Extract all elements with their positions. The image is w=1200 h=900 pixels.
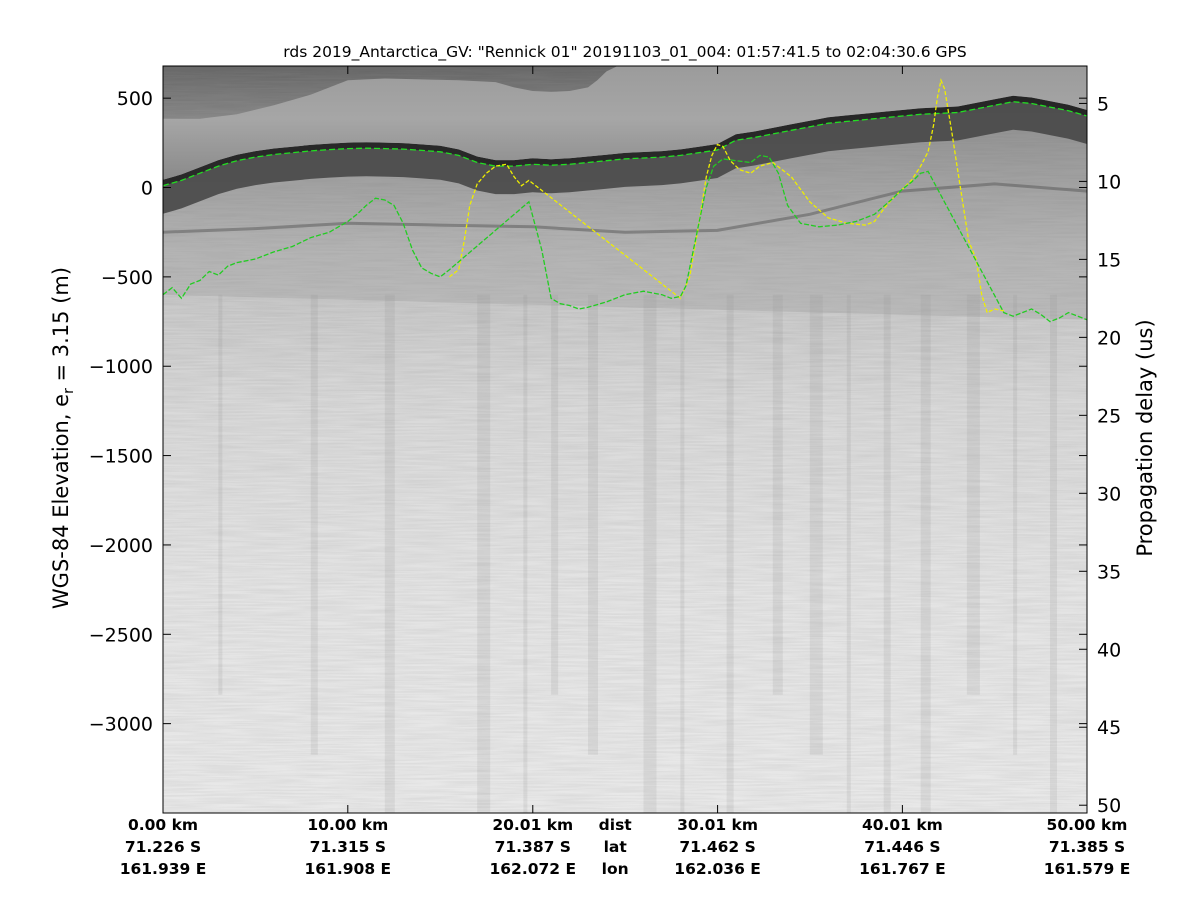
ice-surface-pick-line (163, 101, 1087, 187)
internal-layer (163, 182, 1087, 234)
left-tick-label: 0 (141, 178, 153, 200)
x-tick-label-lon: 162.036 E (674, 860, 761, 878)
x-tick-label-dist: 20.01 km (492, 816, 573, 834)
left-axis: 500 0 −500 −1000 −1500 −2000 −2500 −3000 (89, 88, 1087, 736)
right-tick-label: 40 (1097, 639, 1121, 661)
x-tick-label-lat: 71.462 S (679, 838, 755, 856)
x-tick-label-dist: 30.01 km (677, 816, 758, 834)
bed-auto-pick-line (449, 78, 1004, 314)
right-axis-label: Propagation delay (us) (1133, 319, 1157, 556)
x-tick-label-lon: 161.939 E (120, 860, 207, 878)
right-tick-label: 50 (1097, 795, 1121, 817)
bed-manual-pick-line (163, 154, 1087, 323)
right-axis: 5 10 15 20 25 30 35 40 45 50 (1079, 93, 1121, 817)
x-tick-label-lon: 161.767 E (859, 860, 946, 878)
x-tick-label-lon: 162.072 E (489, 860, 576, 878)
right-tick-label: 20 (1097, 327, 1121, 349)
plot-frame (162, 65, 1088, 814)
ice-surface-band (163, 95, 1087, 214)
right-tick-label: 5 (1097, 93, 1109, 115)
chart-title: rds 2019_Antarctica_GV: "Rennick 01" 201… (283, 43, 966, 62)
x-tick-label-dist: 40.01 km (862, 816, 943, 834)
right-tick-label: 30 (1097, 483, 1121, 505)
x-tick-label-lat: 71.446 S (864, 838, 940, 856)
radargram-image (163, 66, 1087, 813)
x-tick-label-lat: 71.385 S (1049, 838, 1125, 856)
x-axis: 0.00 km 71.226 S 161.939 E 10.00 km 71.315 S… (120, 66, 1131, 878)
right-tick-label: 25 (1097, 405, 1121, 427)
x-tick-label-dist: 50.00 km (1047, 816, 1128, 834)
x-tick-label-lat: 71.226 S (125, 838, 201, 856)
air-surface-region (163, 66, 1087, 180)
x-tick-label-dist: 10.00 km (307, 816, 388, 834)
x-tick-label-lon: 161.579 E (1044, 860, 1131, 878)
x-tick-label-lat: 71.387 S (495, 838, 571, 856)
x-tick-label-lon: 161.908 E (305, 860, 392, 878)
right-tick-label: 45 (1097, 717, 1121, 739)
left-tick-label: −1000 (89, 356, 153, 378)
left-tick-label: −3000 (89, 714, 153, 736)
left-tick-label: 500 (117, 88, 153, 110)
x-row-name: dist (599, 816, 633, 834)
x-row-name: lat (604, 838, 628, 856)
left-axis-label: WGS-84 Elevation, er = 3.15 (m) (49, 267, 77, 609)
bedrock-shade (163, 101, 1087, 320)
left-tick-label: −2500 (89, 624, 153, 646)
right-tick-label: 35 (1097, 561, 1121, 583)
left-tick-label: −2000 (89, 535, 153, 557)
left-tick-label: −1500 (89, 446, 153, 468)
left-tick-label: −500 (101, 267, 153, 289)
right-tick-label: 10 (1097, 171, 1121, 193)
x-row-name: lon (602, 860, 629, 878)
right-tick-label: 15 (1097, 249, 1121, 271)
x-tick-label-lat: 71.315 S (310, 838, 386, 856)
x-tick-label-dist: 0.00 km (128, 816, 198, 834)
